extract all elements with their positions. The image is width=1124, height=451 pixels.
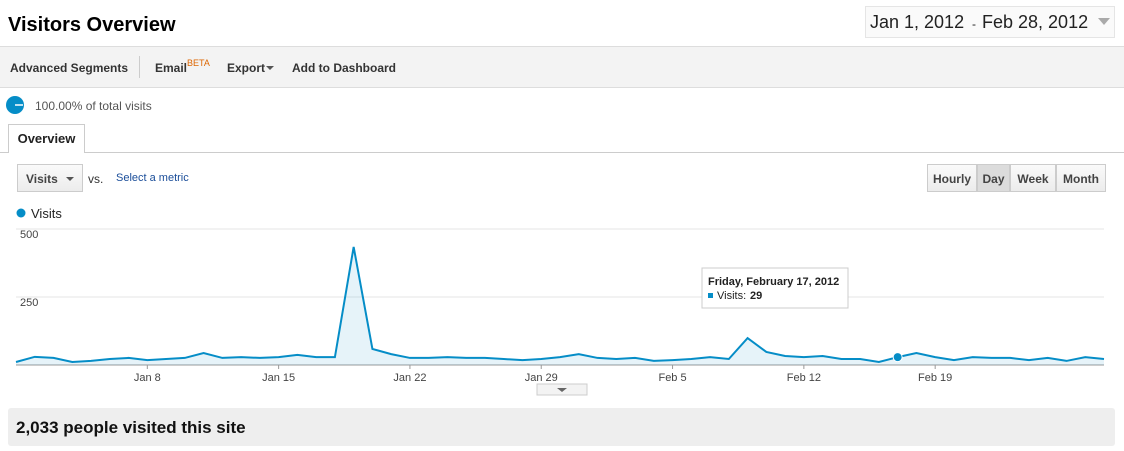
legend-label: Visits [31, 206, 62, 221]
page-title: Visitors Overview [8, 14, 176, 36]
segment-icon [6, 96, 24, 114]
tooltip-box [701, 267, 849, 309]
date-separator: - [972, 17, 976, 31]
line [15, 246, 1105, 364]
hover-point [892, 352, 903, 363]
x-tick-label: Feb 5 [658, 372, 686, 384]
metric-arrow [66, 177, 74, 181]
beta-badge: BETA [187, 58, 210, 68]
interval-button[interactable]: Hourly [927, 164, 977, 192]
tab-baseline [0, 152, 1124, 153]
area [16, 246, 1104, 365]
tooltip-label: Visits: [717, 290, 746, 302]
x-tick-label: Feb 12 [787, 372, 821, 384]
range-handle-arrow [557, 388, 567, 392]
x-tick-label: Jan 22 [393, 372, 426, 384]
export[interactable]: Export [227, 61, 266, 75]
interval-button[interactable]: Month [1056, 164, 1106, 192]
overview-tab[interactable]: Overview [8, 124, 85, 153]
tooltip-title: Friday, February 17, 2012 [708, 276, 839, 288]
y-tick-label: 250 [20, 297, 38, 309]
metric-dropdown[interactable]: Visits [17, 164, 83, 192]
vs-label: vs. [88, 172, 104, 186]
summary-text: 2,033 people visited this site [16, 418, 246, 437]
export-arrow [266, 66, 274, 70]
date-range[interactable]: Jan 1, 2012 - Feb 28, 2012 [865, 6, 1115, 38]
x-tick-label: Jan 8 [134, 372, 161, 384]
date-start: Jan 1, 2012 [870, 12, 965, 32]
summary-box: 2,033 people visited this site [8, 408, 1115, 446]
separator [139, 56, 140, 78]
toolbar: Advanced Segments Email BETA Export Add … [0, 46, 1124, 88]
x-tick-label: Feb 19 [918, 372, 952, 384]
date-end: Feb 28, 2012 [982, 12, 1089, 32]
legend-marker [16, 208, 26, 218]
select-metric[interactable]: Select a metric [116, 172, 189, 184]
interval-button[interactable]: Week [1010, 164, 1056, 192]
advanced-segments[interactable]: Advanced Segments [10, 61, 129, 75]
add-to-dashboard[interactable]: Add to Dashboard [292, 61, 396, 75]
interval-button[interactable]: Day [977, 164, 1010, 192]
y-tick-label: 500 [20, 229, 38, 241]
tooltip: Friday, February 17, 2012 Visits: 29 [701, 267, 849, 309]
x-tick-label: Jan 29 [525, 372, 558, 384]
segment-label: 100.00% of total visits [35, 99, 152, 113]
tooltip-value: 29 [750, 290, 762, 302]
x-tick-label: Jan 15 [262, 372, 295, 384]
chart: Visits 250 500 Jan 8 Jan 15 Jan 22 Jan 29 Feb 5… [15, 206, 1105, 396]
email[interactable]: Email [155, 61, 188, 75]
metric-label: Visits [26, 172, 58, 186]
dropdown-arrow [1098, 18, 1110, 25]
tooltip-marker [708, 293, 713, 298]
